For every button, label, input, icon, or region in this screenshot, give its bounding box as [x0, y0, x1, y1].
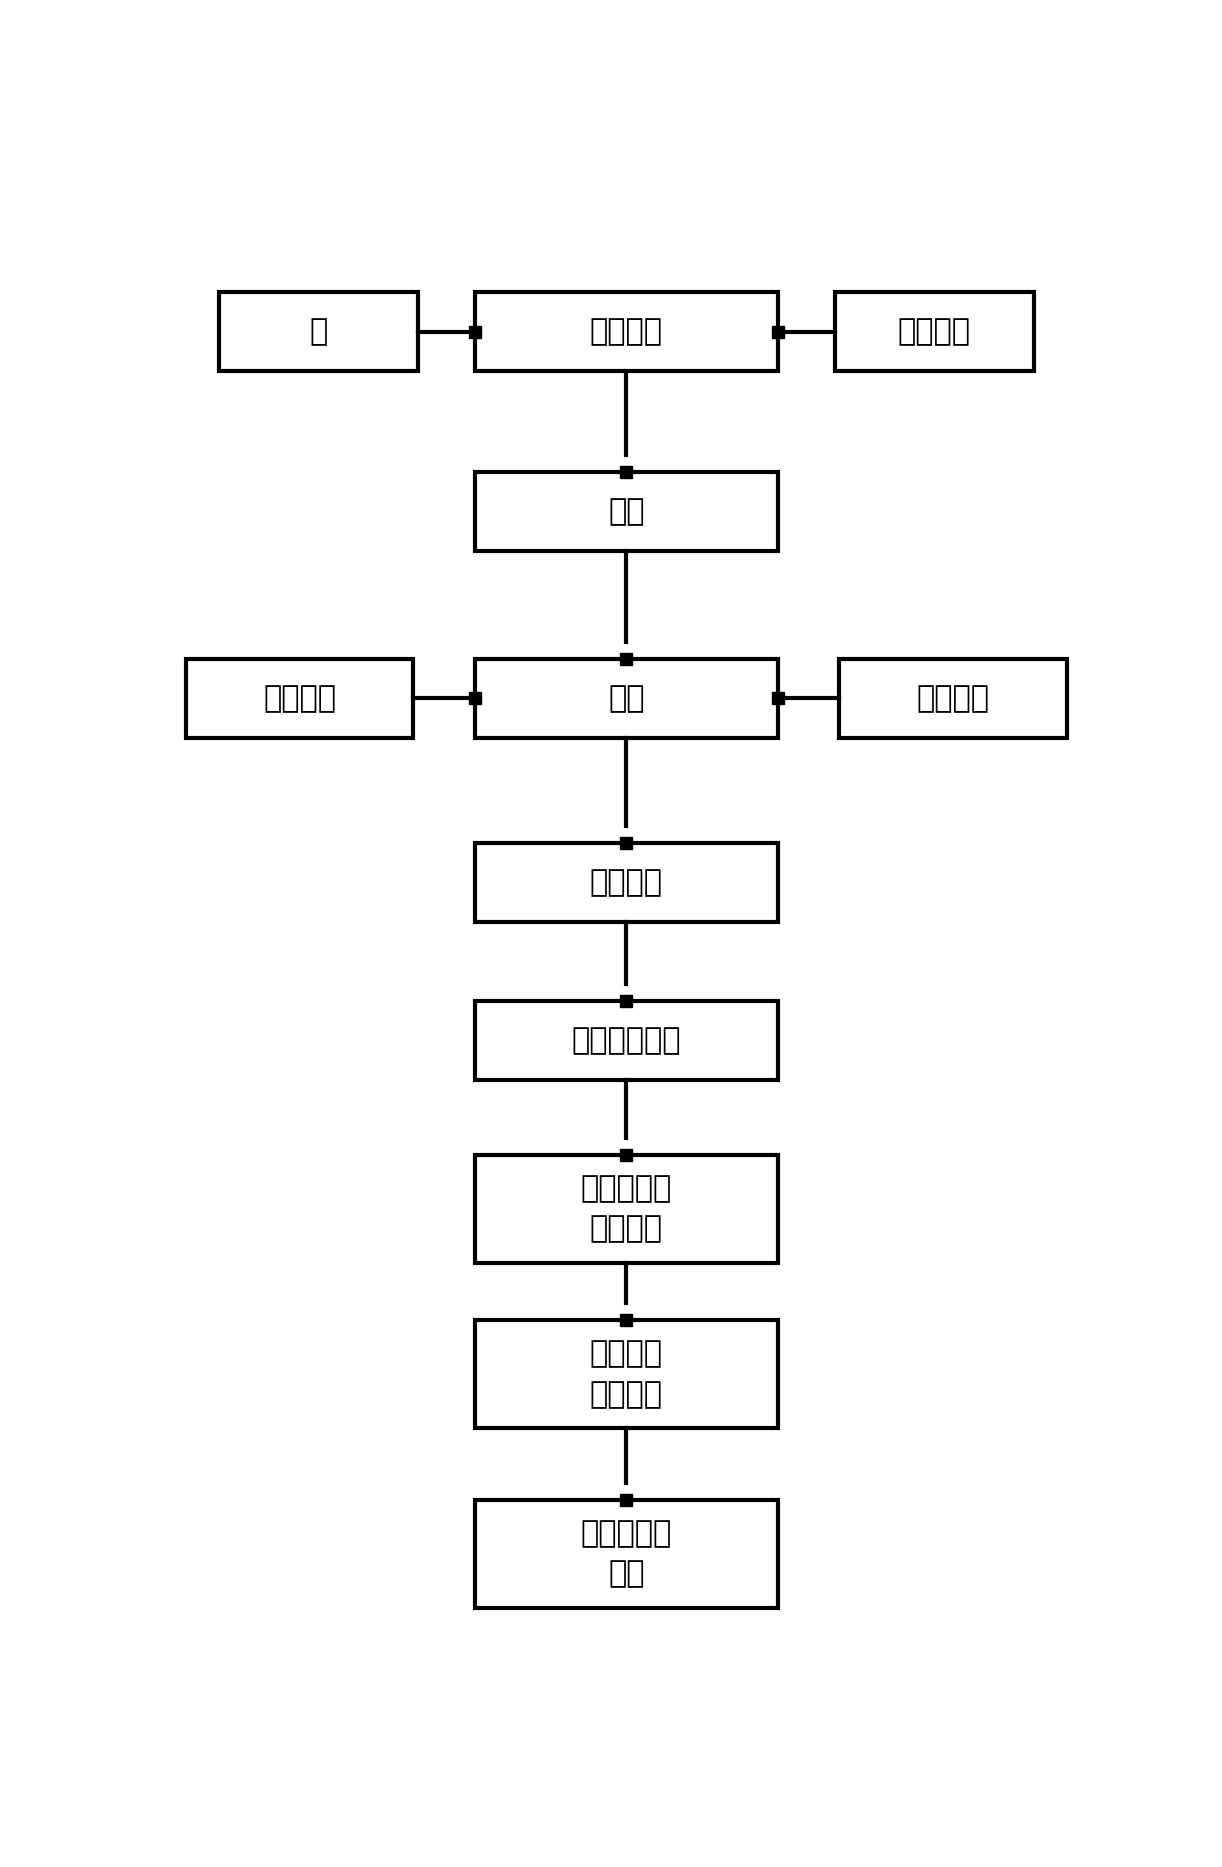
- Bar: [474, 1001, 777, 1081]
- Text: 球磨: 球磨: [609, 497, 644, 526]
- Bar: [840, 659, 1067, 737]
- Bar: [474, 472, 777, 551]
- Text: 阳极粉体: 阳极粉体: [590, 317, 662, 347]
- Bar: [474, 1320, 777, 1428]
- Text: 聚乙烯醇: 聚乙烯醇: [916, 683, 990, 713]
- Bar: [474, 659, 777, 737]
- Bar: [219, 293, 418, 372]
- Bar: [835, 293, 1034, 372]
- Bar: [186, 659, 413, 737]
- Text: 混磨: 混磨: [609, 683, 644, 713]
- Text: 阳极流延成型: 阳极流延成型: [572, 1027, 681, 1055]
- Text: 聚乙二醇: 聚乙二醇: [263, 683, 336, 713]
- Text: 水: 水: [309, 317, 327, 347]
- Text: 真空除泡: 真空除泡: [590, 868, 662, 896]
- Text: 干燥、排塑
烧结: 干燥、排塑 烧结: [580, 1520, 672, 1589]
- Bar: [474, 842, 777, 922]
- Text: 阳极功能层
流延成型: 阳极功能层 流延成型: [580, 1174, 672, 1243]
- Bar: [474, 293, 777, 372]
- Text: 聚丙烯酸: 聚丙烯酸: [898, 317, 970, 347]
- Bar: [474, 1499, 777, 1607]
- Bar: [474, 1156, 777, 1262]
- Text: 电解质层
流延成型: 电解质层 流延成型: [590, 1339, 662, 1410]
